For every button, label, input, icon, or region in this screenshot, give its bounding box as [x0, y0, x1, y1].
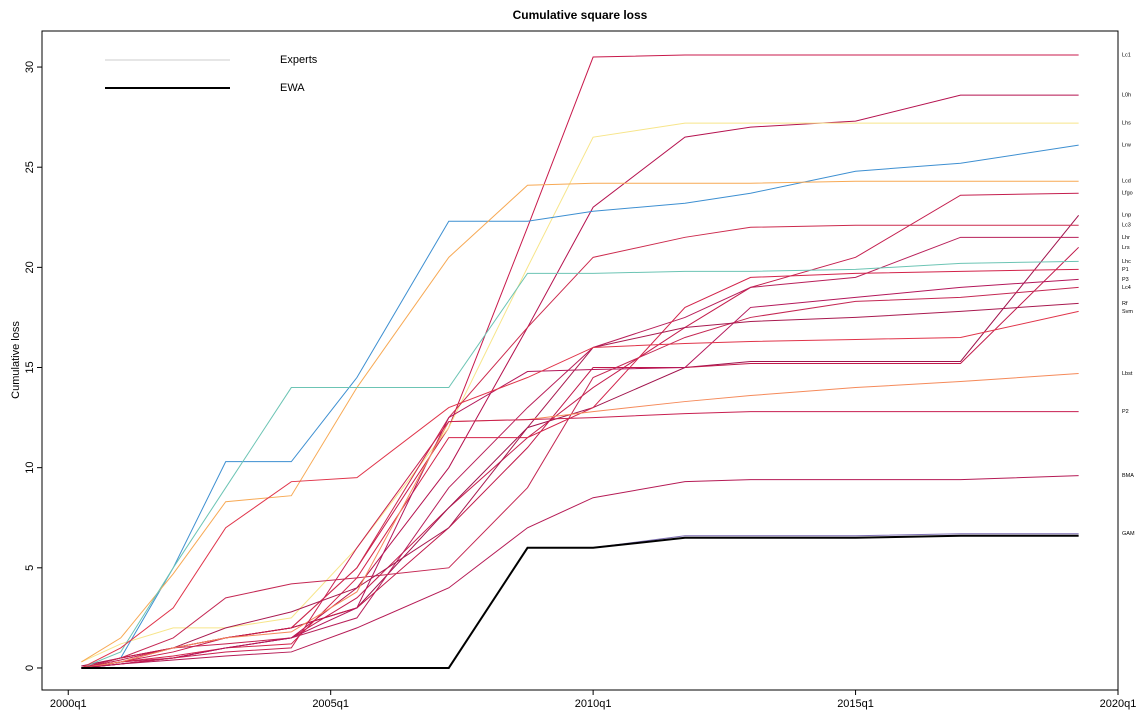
series-line: [81, 534, 1079, 669]
x-tick-label: 2000q1: [50, 698, 87, 710]
y-tick-label: 25: [24, 161, 36, 173]
legend-label: EWA: [280, 82, 305, 94]
series-end-label: P1: [1122, 267, 1129, 273]
series-line: [81, 286, 1079, 669]
series-line: [81, 122, 1079, 663]
series-end-label: Rf: [1122, 301, 1128, 307]
y-tick-label: 20: [24, 261, 36, 273]
series-end-label: Lc3: [1122, 223, 1131, 229]
plot-frame: [41, 30, 1119, 691]
y-axis-label: Cumulative loss: [10, 321, 22, 399]
series-end-label: Lrw: [1122, 143, 1131, 149]
series-end-label: P3: [1122, 277, 1129, 283]
series-line: [81, 144, 1079, 669]
y-tick-label: 30: [24, 61, 36, 73]
y-tick-label: 5: [24, 565, 36, 571]
series-line: [81, 268, 1079, 669]
series-line: [81, 302, 1079, 669]
x-tick-label: 2015q1: [837, 698, 874, 710]
series-line: [81, 246, 1079, 669]
series-line: [81, 310, 1079, 669]
series-line: [81, 411, 1079, 669]
series-end-label: Lcd: [1122, 179, 1131, 185]
x-tick-label: 2010q1: [575, 698, 612, 710]
series-line: [81, 180, 1079, 663]
y-tick-label: 15: [24, 361, 36, 373]
series-end-label: Lfgo: [1122, 191, 1133, 197]
series-end-label: Lhc: [1122, 259, 1131, 265]
series-line: [81, 214, 1080, 667]
y-tick-label: 10: [24, 462, 36, 474]
series-end-label: Lc1: [1122, 52, 1131, 58]
series-end-label: Lnp: [1122, 213, 1131, 219]
series-end-label: Lbst: [1122, 371, 1133, 377]
series-line: [81, 236, 1079, 669]
series-end-label: Lhr: [1122, 235, 1130, 241]
series-end-label: Svm: [1122, 309, 1133, 315]
series-end-label: L0h: [1122, 93, 1131, 99]
series-end-label: BMA: [1122, 473, 1134, 479]
series-end-label: Lc4: [1122, 285, 1131, 291]
series-end-label: Lhs: [1122, 121, 1131, 127]
series-end-label: Lrs: [1122, 245, 1130, 251]
series-end-label: GAM: [1122, 531, 1135, 537]
chart-title: Cumulative square loss: [513, 8, 648, 22]
legend-label: Experts: [280, 54, 318, 66]
series-line: [81, 278, 1079, 669]
series-line: [81, 192, 1079, 669]
series-end-label: P2: [1122, 409, 1129, 415]
x-tick-label: 2020q1: [1100, 698, 1136, 710]
series-line: [81, 260, 1079, 669]
series-line: [81, 224, 1079, 669]
x-tick-label: 2005q1: [312, 698, 349, 710]
series-line: [81, 54, 1079, 669]
series-line: [81, 475, 1079, 669]
y-tick-label: 0: [24, 665, 36, 671]
